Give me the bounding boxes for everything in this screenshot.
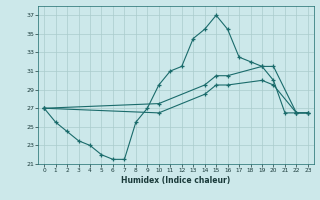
X-axis label: Humidex (Indice chaleur): Humidex (Indice chaleur) <box>121 176 231 185</box>
